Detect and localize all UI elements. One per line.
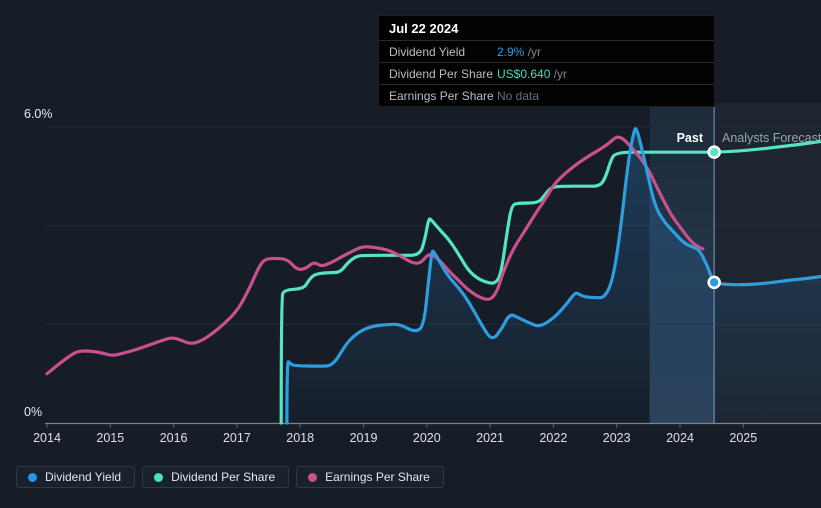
tooltip-row-dividend-per-share: Dividend Per Share US$0.640 /yr: [379, 62, 714, 84]
dividend-per-share-marker-dot[interactable]: [707, 145, 721, 159]
x-axis-label-2025: 2025: [729, 431, 758, 445]
past-label: Past: [676, 131, 703, 145]
legend-dot-teal: [154, 472, 164, 482]
dividend-yield-area: [286, 128, 821, 423]
x-axis-label-2023: 2023: [602, 431, 631, 445]
tooltip-row-earnings-per-share: Earnings Per Share No data: [379, 84, 714, 106]
earnings-per-share-line: [45, 135, 705, 376]
tooltip-unit: /yr: [550, 66, 568, 81]
tooltip-date: Jul 22 2024: [389, 21, 459, 36]
x-axis-label-2014: 2014: [33, 431, 61, 445]
x-axis-label-2016: 2016: [159, 431, 188, 445]
tooltip-value: No data: [497, 88, 540, 103]
tooltip-value: 2.9%: [497, 44, 525, 59]
x-axis-label-2015: 2015: [96, 431, 125, 445]
legend-item-dividend-yield[interactable]: Dividend Yield: [16, 466, 136, 488]
tooltip-row-dividend-yield: Dividend Yield 2.9% /yr: [379, 40, 714, 62]
chart-tooltip: Jul 22 2024 Dividend Yield 2.9% /yr Divi…: [378, 15, 715, 107]
legend-dot-blue: [28, 472, 37, 482]
x-axis-label-2021: 2021: [476, 431, 504, 445]
chart-legend: Dividend Yield Dividend Per Share Earnin…: [16, 466, 444, 488]
legend-label: Earnings Per Share: [325, 470, 430, 484]
legend-label: Dividend Yield: [45, 470, 122, 484]
legend-label: Dividend Per Share: [171, 470, 276, 484]
x-axis-label-2022: 2022: [539, 431, 568, 445]
x-axis-label-2019: 2019: [349, 431, 378, 445]
tooltip-value: US$0.640: [497, 66, 551, 81]
tooltip-label: Dividend Per Share: [389, 66, 494, 81]
legend-dot-pink: [308, 472, 318, 482]
tooltip-label: Dividend Yield: [389, 44, 466, 59]
tooltip-unit: /yr: [524, 44, 542, 59]
x-axis-label-2018: 2018: [286, 431, 315, 445]
y-axis-label-zero: 0%: [24, 405, 43, 419]
x-axis-label-2017: 2017: [222, 431, 251, 445]
dividend-yield-line: [285, 127, 821, 425]
y-axis-label-top: 6.0%: [24, 107, 53, 121]
legend-item-dividend-per-share[interactable]: Dividend Per Share: [142, 466, 290, 488]
tooltip-label: Earnings Per Share: [389, 88, 494, 103]
dividend-per-share-line: [279, 139, 821, 425]
x-axis-label-2020: 2020: [412, 431, 441, 445]
x-axis-label-2024: 2024: [666, 431, 694, 445]
analysts-forecast-label: Analysts Forecast: [722, 131, 821, 145]
legend-item-earnings-per-share[interactable]: Earnings Per Share: [296, 466, 444, 488]
dividend-yield-marker-dot[interactable]: [707, 275, 721, 290]
